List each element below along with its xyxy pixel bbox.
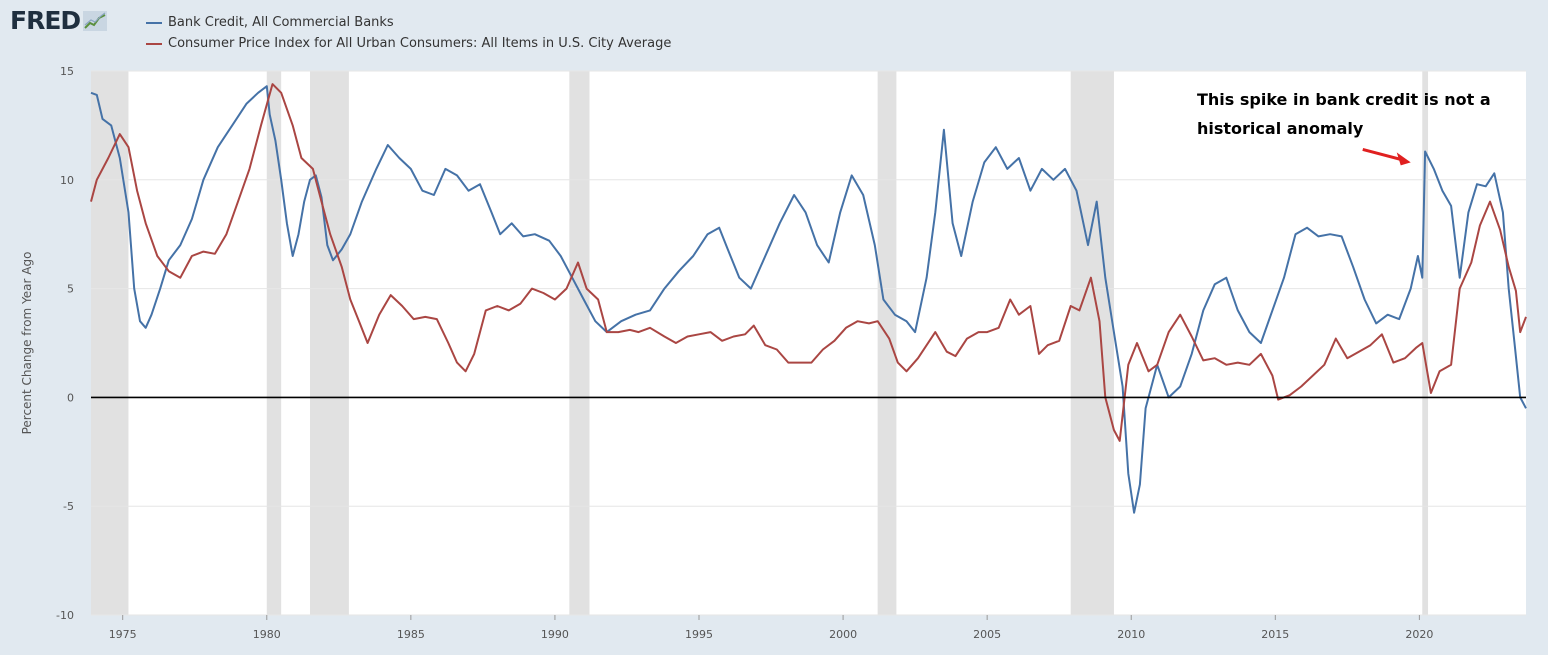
gridlines xyxy=(91,70,1526,616)
logo-graph-icon xyxy=(83,10,108,31)
chart-header: FRED Bank Credit, All Commercial Banks C… xyxy=(0,0,1548,62)
recession-band-4 xyxy=(877,71,897,615)
x-tick-label-1975: 1975 xyxy=(109,628,137,641)
logo-text: FRED xyxy=(10,6,81,35)
legend-swatch-bank-credit xyxy=(146,21,162,24)
y-tick-label--5: -5 xyxy=(63,500,74,513)
legend-label-bank-credit: Bank Credit, All Commercial Banks xyxy=(168,15,394,30)
y-tick-label-0: 0 xyxy=(67,391,74,404)
recession-band-1 xyxy=(266,71,282,615)
annotation-arrow-head xyxy=(1396,152,1411,166)
recession-band-0 xyxy=(91,71,129,615)
series-line-0 xyxy=(90,85,1527,514)
legend-swatch-cpi xyxy=(146,42,162,45)
legend-item-cpi[interactable]: Consumer Price Index for All Urban Consu… xyxy=(146,33,671,54)
annotation-line-1: This spike in bank credit is not a xyxy=(1197,90,1491,109)
plot-area xyxy=(91,71,1526,615)
y-tick-label-5: 5 xyxy=(67,283,74,296)
series-lines xyxy=(90,83,1527,514)
annotation-arrow-shaft xyxy=(1362,147,1402,161)
x-tick-label-1980: 1980 xyxy=(253,628,281,641)
x-tick-label-2005: 2005 xyxy=(973,628,1001,641)
recession-band-5 xyxy=(1070,71,1114,615)
legend: Bank Credit, All Commercial Banks Consum… xyxy=(146,12,671,54)
y-tick-label-10: 10 xyxy=(60,174,74,187)
x-tick-label-1995: 1995 xyxy=(685,628,713,641)
x-tick-label-2020: 2020 xyxy=(1405,628,1433,641)
axes: -10 -5 0 5 10 15 1975 1980 1985 1990 1995 2000 2005 2… xyxy=(56,65,1526,641)
x-tick-label-2010: 2010 xyxy=(1117,628,1145,641)
annotation-line-2: historical anomaly xyxy=(1197,119,1364,138)
legend-label-cpi: Consumer Price Index for All Urban Consu… xyxy=(168,36,672,51)
y-axis-label: Percent Change from Year Ago xyxy=(20,252,34,435)
recession-shading xyxy=(91,71,1429,615)
recession-band-2 xyxy=(309,71,349,615)
y-tick-label-15: 15 xyxy=(60,65,74,78)
annotation: This spike in bank credit is not a histo… xyxy=(1197,90,1491,166)
recession-band-3 xyxy=(569,71,590,615)
series-line-1 xyxy=(90,83,1527,442)
x-tick-label-2000: 2000 xyxy=(829,628,857,641)
x-tick-label-1985: 1985 xyxy=(397,628,425,641)
x-tick-label-2015: 2015 xyxy=(1261,628,1289,641)
fred-logo[interactable]: FRED xyxy=(10,6,108,35)
legend-item-bank-credit[interactable]: Bank Credit, All Commercial Banks xyxy=(146,12,671,33)
y-tick-label--10: -10 xyxy=(56,609,74,622)
recession-band-6 xyxy=(1422,71,1429,615)
x-tick-label-1990: 1990 xyxy=(541,628,569,641)
